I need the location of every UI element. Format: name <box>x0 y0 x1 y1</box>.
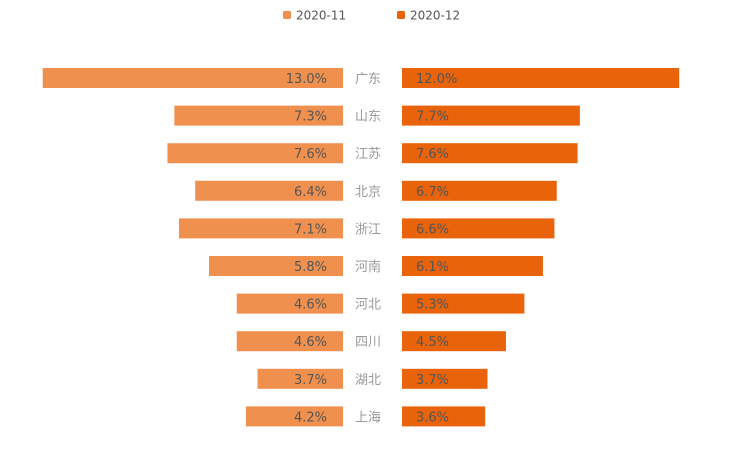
value-label-2020-12-3: 6.7% <box>416 185 449 200</box>
bar-2020-11-0 <box>42 68 343 88</box>
value-label-2020-11-8: 3.7% <box>294 373 327 388</box>
category-label-6: 河北 <box>355 298 381 313</box>
bar-2020-12-9 <box>402 406 486 427</box>
bar-2020-11-4 <box>178 218 343 239</box>
category-label-9: 上海 <box>355 410 381 425</box>
category-label-8: 湖北 <box>355 373 381 388</box>
value-label-2020-11-6: 4.6% <box>294 298 327 313</box>
bar-2020-11-9 <box>245 406 343 427</box>
legend-swatch-1 <box>397 11 405 19</box>
value-label-2020-12-2: 7.6% <box>416 147 449 162</box>
bar-2020-12-7 <box>402 331 506 352</box>
value-label-2020-12-9: 3.6% <box>416 410 449 425</box>
series-2020-11-bars: 13.0% 7.3% 7.6% 6.4% 7.1% 5.8% 4.6% 4.6% 3.7% 4.2… <box>42 68 343 427</box>
category-label-2: 江苏 <box>355 146 381 162</box>
bar-2020-12-5 <box>402 256 543 276</box>
legend-label-0: 2020-11 <box>296 9 346 23</box>
legend: 2020-11 2020-12 <box>283 9 460 23</box>
legend-label-1: 2020-12 <box>410 9 460 23</box>
bar-2020-12-4 <box>402 218 555 239</box>
bar-2020-12-2 <box>402 143 578 164</box>
value-label-2020-11-7: 4.6% <box>294 335 327 350</box>
category-label-7: 四川 <box>355 335 381 350</box>
bar-2020-11-6 <box>236 293 343 314</box>
bar-2020-12-1 <box>402 105 580 126</box>
series-2020-12-bars: 12.0% 7.7% 7.6% 6.7% 6.6% 6.1% 5.3% 4.5% 3.7% 3.6… <box>402 68 680 427</box>
value-label-2020-12-6: 5.3% <box>416 298 449 313</box>
bar-2020-11-3 <box>195 180 343 201</box>
value-label-2020-12-5: 6.1% <box>416 260 449 275</box>
category-label-1: 山东 <box>355 110 381 125</box>
legend-swatch-0 <box>283 11 291 19</box>
value-label-2020-11-9: 4.2% <box>294 410 327 425</box>
bar-2020-11-8 <box>257 368 343 389</box>
bar-2020-12-3 <box>402 180 557 201</box>
value-label-2020-11-5: 5.8% <box>294 260 327 275</box>
value-label-2020-12-0: 12.0% <box>416 72 457 87</box>
value-label-2020-11-0: 13.0% <box>286 72 327 87</box>
bar-2020-11-7 <box>236 331 343 352</box>
value-label-2020-12-7: 4.5% <box>416 335 449 350</box>
bar-2020-11-5 <box>209 256 343 276</box>
bar-2020-11-2 <box>167 143 343 164</box>
category-label-5: 河南 <box>355 259 381 275</box>
bar-2020-11-1 <box>174 105 343 126</box>
value-label-2020-11-2: 7.6% <box>294 147 327 162</box>
category-label-0: 广东 <box>355 72 381 87</box>
bar-2020-12-8 <box>402 368 488 389</box>
value-label-2020-12-4: 6.6% <box>416 222 449 237</box>
category-label-3: 北京 <box>355 185 381 200</box>
value-label-2020-12-1: 7.7% <box>416 110 449 125</box>
value-label-2020-11-1: 7.3% <box>294 110 327 125</box>
value-label-2020-12-8: 3.7% <box>416 373 449 388</box>
value-label-2020-11-4: 7.1% <box>294 222 327 237</box>
category-label-4: 浙江 <box>355 222 381 237</box>
value-label-2020-11-3: 6.4% <box>294 185 327 200</box>
bar-2020-12-0 <box>402 68 680 88</box>
bar-2020-12-6 <box>402 293 525 314</box>
